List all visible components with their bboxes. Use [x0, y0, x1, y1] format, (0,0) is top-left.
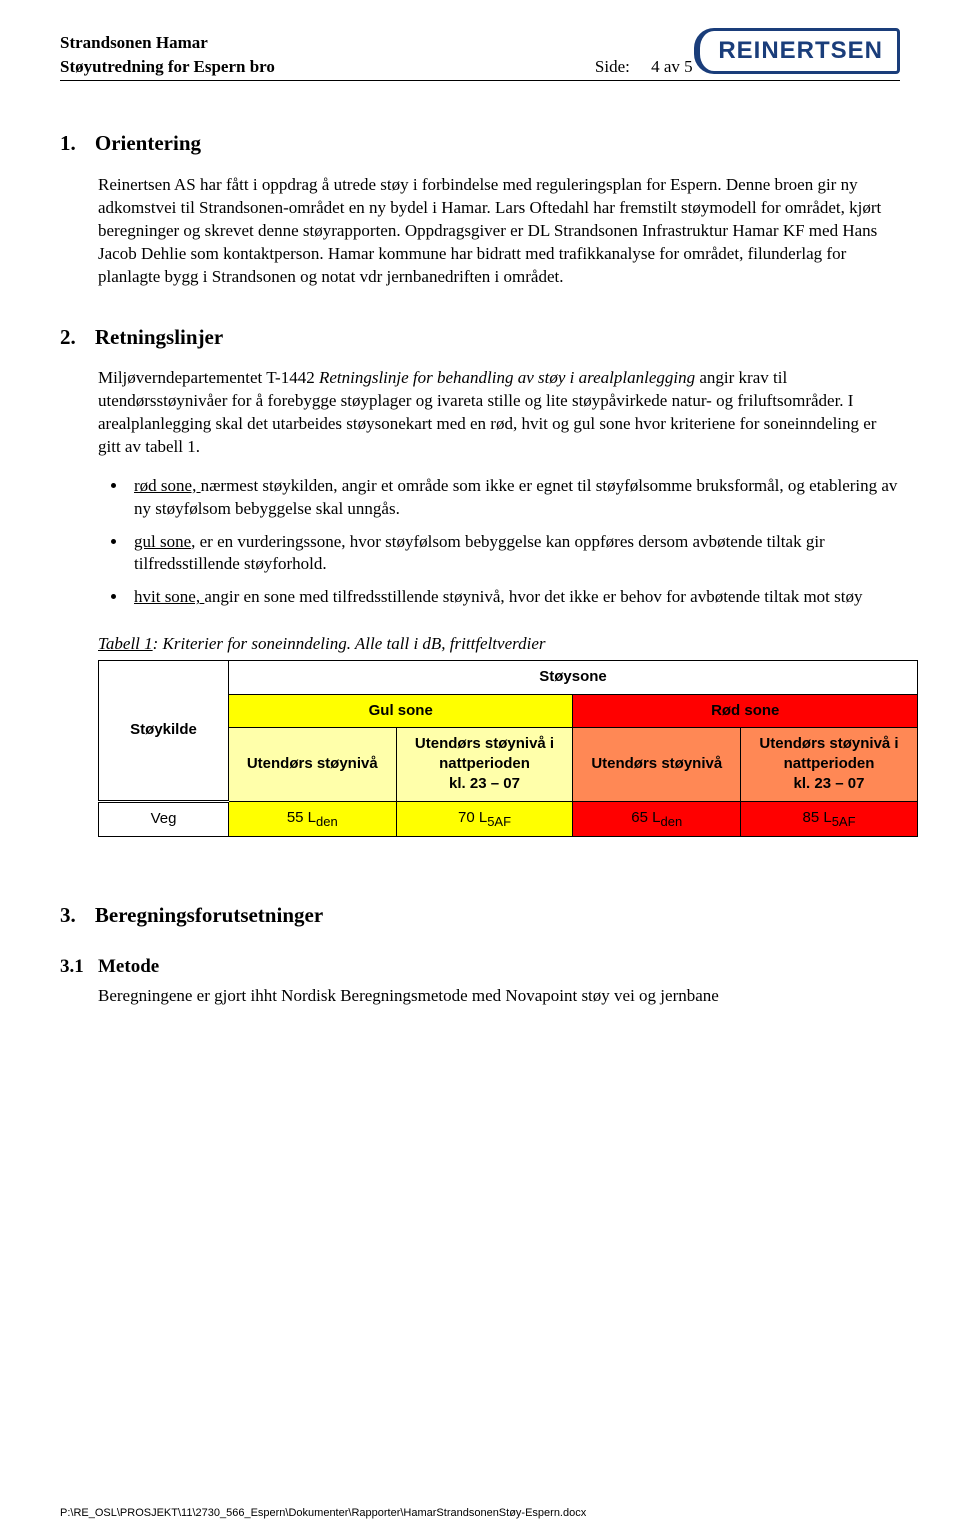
gul-natt-b: nattperioden: [439, 755, 530, 772]
rod-natt-b: nattperioden: [784, 755, 875, 772]
bullet-red-zone: rød sone, nærmest støykilden, angir et o…: [128, 475, 900, 521]
bullet-red-rest: nærmest støykilden, angir et område som …: [134, 476, 897, 518]
rod2-sub: 5AF: [832, 814, 856, 829]
side-label: Side:: [595, 57, 630, 76]
side-value: 4 av 5: [651, 57, 693, 76]
section-1-heading: 1. Orientering: [60, 125, 900, 159]
footer-filepath: P:\RE_OSL\PROSJEKT\11\2730_566_Espern\Do…: [60, 1506, 586, 1521]
gul2-val: 70 L: [458, 809, 487, 826]
s2-p1-italic: Retningslinje for behandling av støy i a…: [319, 368, 695, 387]
section-1-body: Reinertsen AS har fått i oppdrag å utred…: [98, 174, 900, 289]
bullet-yellow-zone: gul sone, er en vurderingssone, hvor stø…: [128, 531, 900, 577]
project-name-line2: Støyutredning for Espern bro: [60, 55, 275, 79]
section-2-paragraph-1: Miljøverndepartementet T-1442 Retningsli…: [98, 367, 900, 459]
section-2-heading: 2. Retningslinjer: [60, 319, 900, 353]
bullet-white-rest: angir en sone med tilfredsstillende støy…: [204, 587, 862, 606]
section-3-heading: 3. Beregningsforutsetninger: [60, 897, 900, 931]
rod2-val: 85 L: [802, 809, 831, 826]
th-gul-utendors: Utendørs støynivå: [229, 727, 397, 801]
section-3-title: Beregningsforutsetninger: [95, 903, 323, 927]
noise-zone-table: Støykilde Støysone Gul sone Rød sone Ute…: [98, 660, 918, 837]
rod1-sub: den: [661, 814, 683, 829]
header-row2: Støyutredning for Espern bro Side: 4 av …: [60, 55, 693, 79]
section-1-paragraph: Reinertsen AS har fått i oppdrag å utred…: [98, 174, 900, 289]
th-stoykilde: Støykilde: [99, 661, 229, 801]
table-row-veg: Veg 55 Lden 70 L5AF 65 Lden 85 L5AF: [99, 801, 918, 837]
rod-utendors-text: Utendørs støynivå: [591, 755, 722, 772]
table-caption-label: Tabell 1: [98, 634, 153, 653]
subsection-3-1-heading: 3.1 Metode: [60, 954, 900, 980]
project-name-line1: Strandsonen Hamar: [60, 31, 693, 55]
gul2-sub: 5AF: [487, 814, 511, 829]
table-caption-rest: : Kriterier for soneinndeling. Alle tall…: [153, 634, 546, 653]
section-2-number: 2.: [60, 325, 76, 349]
th-rod-natt: Utendørs støynivå i nattperioden kl. 23 …: [741, 727, 918, 801]
gul-natt-c: kl. 23 – 07: [449, 775, 520, 792]
cell-gul-2: 70 L5AF: [396, 801, 573, 837]
section-1-number: 1.: [60, 131, 76, 155]
bullet-red-underline: rød sone,: [134, 476, 201, 495]
bullet-yellow-underline: gul sone: [134, 532, 191, 551]
section-3-paragraph: Beregningene er gjort ihht Nordisk Bereg…: [98, 985, 900, 1008]
gul-utendors-text: Utendørs støynivå: [247, 755, 378, 772]
header-left-block: Strandsonen Hamar Støyutredning for Espe…: [60, 31, 693, 79]
th-rod-sone: Rød sone: [573, 694, 918, 727]
section-3-body: Beregningene er gjort ihht Nordisk Bereg…: [98, 985, 900, 1008]
bullet-white-underline: hvit sone,: [134, 587, 204, 606]
th-rod-utendors: Utendørs støynivå: [573, 727, 741, 801]
section-3-number: 3.: [60, 903, 76, 927]
page-number-block: Side: 4 av 5: [595, 55, 693, 79]
table-1-caption: Tabell 1: Kriterier for soneinndeling. A…: [98, 633, 900, 656]
reinertsen-logo: REINERTSEN: [694, 28, 900, 74]
gul1-sub: den: [316, 814, 338, 829]
subsection-3-1-number: 3.1: [60, 956, 84, 977]
th-gul-sone: Gul sone: [229, 694, 573, 727]
subsection-3-1-title: Metode: [98, 956, 159, 977]
cell-rod-1: 65 Lden: [573, 801, 741, 837]
th-gul-natt: Utendørs støynivå i nattperioden kl. 23 …: [396, 727, 573, 801]
bullet-yellow-rest: , er en vurderingssone, hvor støyfølsom …: [134, 532, 825, 574]
cell-rod-2: 85 L5AF: [741, 801, 918, 837]
th-stoysone: Støysone: [229, 661, 918, 694]
cell-gul-1: 55 Lden: [229, 801, 397, 837]
s2-p1-part-a: Miljøverndepartementet T-1442: [98, 368, 319, 387]
section-1-title: Orientering: [95, 131, 201, 155]
cell-veg-label: Veg: [99, 801, 229, 837]
gul1-val: 55 L: [287, 809, 316, 826]
bullet-white-zone: hvit sone, angir en sone med tilfredssti…: [128, 586, 900, 609]
rod-natt-c: kl. 23 – 07: [794, 775, 865, 792]
page-header: Strandsonen Hamar Støyutredning for Espe…: [60, 28, 900, 81]
rod-natt-a: Utendørs støynivå i: [759, 735, 898, 752]
gul-natt-a: Utendørs støynivå i: [415, 735, 554, 752]
zone-bullet-list: rød sone, nærmest støykilden, angir et o…: [128, 475, 900, 610]
document-page: Strandsonen Hamar Støyutredning for Espe…: [0, 0, 960, 1539]
rod1-val: 65 L: [631, 809, 660, 826]
section-2-body: Miljøverndepartementet T-1442 Retningsli…: [98, 367, 900, 459]
section-2-title: Retningslinjer: [95, 325, 223, 349]
table-header-row-1: Støykilde Støysone: [99, 661, 918, 694]
